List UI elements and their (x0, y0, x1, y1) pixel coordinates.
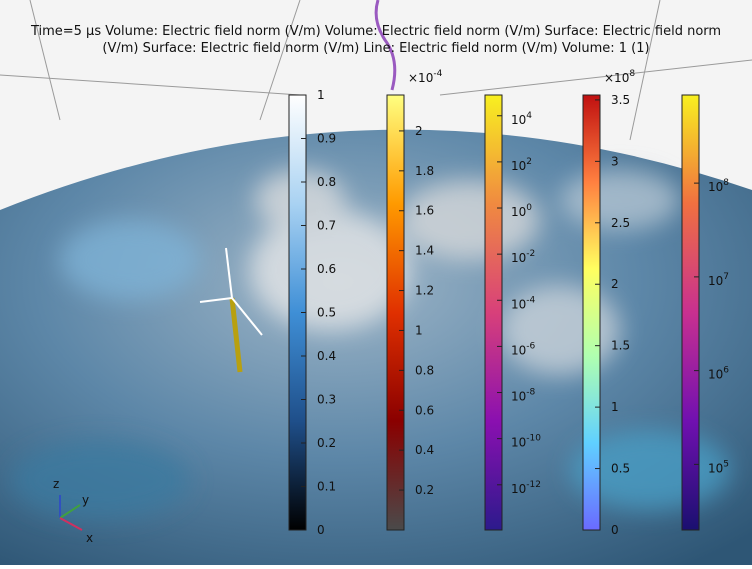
multiplier-base: ×10 (604, 71, 629, 85)
wind-turbine (199, 247, 263, 373)
tick-label-base: 10 (511, 113, 526, 127)
tick-label: 104 (511, 111, 532, 127)
tick-label-exponent: 5 (723, 459, 729, 469)
axis-label: y (82, 493, 89, 507)
tick-label: 0.2 (415, 483, 434, 497)
tick-label: 0.2 (317, 436, 336, 450)
tick-label-base: 10 (708, 274, 723, 288)
tick-label-base: 10 (708, 180, 723, 194)
tick-label: 1.8 (415, 164, 434, 178)
tick-label-exponent: 7 (723, 272, 729, 282)
colorbar (386, 94, 405, 531)
tick-label: 0.8 (317, 175, 336, 189)
tick-label: 10-10 (511, 434, 541, 450)
tick-label-base: 10 (511, 343, 526, 357)
multiplier: ×10-4 (408, 69, 443, 85)
tick-label-exponent: -12 (526, 480, 541, 490)
tick-label: 1 (415, 323, 423, 337)
tick-label: 0.5 (317, 306, 336, 320)
tick-label: 0.4 (415, 443, 434, 457)
tick-label: 0.3 (317, 393, 336, 407)
tick-label: 105 (708, 459, 729, 475)
tick-label-base: 10 (511, 251, 526, 265)
tick-label-base: 10 (511, 159, 526, 173)
tick-label: 1.6 (415, 204, 434, 218)
tick-label: 1.2 (415, 284, 434, 298)
tick-label-base: 10 (511, 297, 526, 311)
tick-label: 2 (611, 277, 619, 291)
axis-triad: z y x (53, 477, 93, 545)
tick-label: 102 (511, 157, 532, 173)
tick-label: 2 (415, 124, 423, 138)
multiplier-base: ×10 (408, 71, 433, 85)
tick-label: 0 (611, 523, 619, 537)
tick-label-exponent: -6 (526, 341, 535, 351)
multiplier-exponent: 8 (629, 69, 635, 79)
tick-label: 1 (317, 88, 325, 102)
tick-label: 3.5 (611, 93, 630, 107)
tick-label-exponent: 8 (723, 178, 729, 188)
multiplier-exponent: -4 (433, 69, 442, 79)
multiplier: ×108 (604, 69, 635, 85)
tick-label-base: 10 (511, 205, 526, 219)
tick-label-exponent: -2 (526, 249, 535, 259)
tick-label-exponent: -10 (526, 434, 541, 444)
tick-label-base: 10 (708, 368, 723, 382)
tick-label-base: 10 (511, 390, 526, 404)
grid-lines (0, 0, 752, 141)
tick-label-exponent: 4 (526, 111, 532, 121)
tick-label-exponent: -8 (526, 388, 535, 398)
axis-label: x (86, 531, 93, 545)
tick-label: 10-4 (511, 295, 536, 311)
tick-label: 1 (611, 400, 619, 414)
tick-label: 10-8 (511, 388, 536, 404)
tick-label: 106 (708, 366, 729, 382)
tick-label-base: 10 (511, 482, 526, 496)
tick-label: 0.6 (317, 262, 336, 276)
tick-label: 1.5 (611, 339, 630, 353)
tick-label: 2.5 (611, 216, 630, 230)
tick-label: 10-12 (511, 480, 541, 496)
title: Time=5 µs Volume: Electric field norm (V… (30, 24, 721, 39)
colorbar (681, 94, 700, 531)
tick-label: 0.7 (317, 219, 336, 233)
tick-label: 108 (708, 178, 729, 194)
tick-label: 0.5 (611, 462, 630, 476)
tick-label: 10-6 (511, 341, 536, 357)
tick-label: 0.9 (317, 132, 336, 146)
tick-label: 10-2 (511, 249, 535, 265)
colorbar (582, 94, 601, 531)
tick-label-exponent: 6 (723, 366, 729, 376)
tick-label-exponent: 0 (526, 203, 532, 213)
tick-label-base: 10 (511, 436, 526, 450)
field-line (374, 0, 397, 91)
tick-label: 3 (611, 154, 619, 168)
tick-label: 100 (511, 203, 532, 219)
colorbar (484, 94, 503, 531)
tick-label: 0.8 (415, 363, 434, 377)
tick-label-exponent: -4 (526, 295, 535, 305)
tick-label: 107 (708, 272, 729, 288)
tick-label: 1.4 (415, 244, 434, 258)
title: (V/m) Surface: Electric field norm (V/m)… (102, 41, 649, 56)
tick-label: 0 (317, 523, 325, 537)
tick-label-base: 10 (708, 461, 723, 475)
tick-label: 0.1 (317, 480, 336, 494)
axis-label: z (53, 477, 59, 491)
tick-label: 0.6 (415, 403, 434, 417)
tick-label-exponent: 2 (526, 157, 532, 167)
tick-label: 0.4 (317, 349, 336, 363)
